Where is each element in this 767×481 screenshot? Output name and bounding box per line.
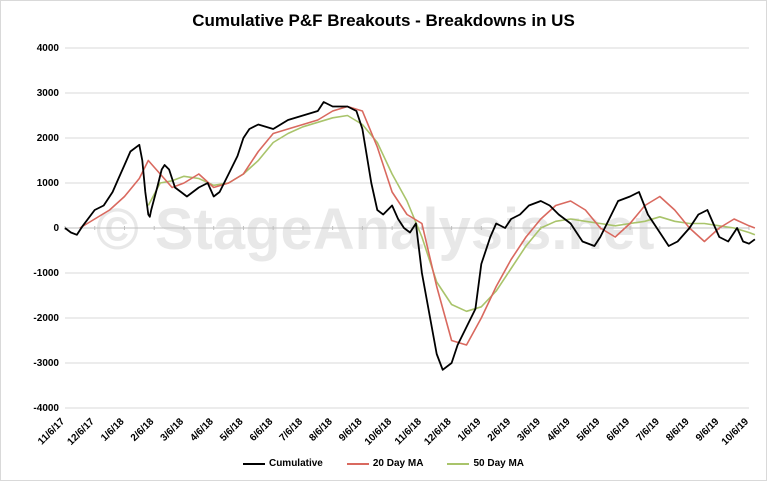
- x-tick-label: 9/6/18: [337, 416, 365, 444]
- legend-item-50-day-ma: 50 Day MA: [447, 458, 524, 469]
- series-line-50-day-ma: [147, 114, 756, 313]
- series-line-cumulative: [64, 101, 756, 371]
- x-tick-label: 11/6/18: [393, 416, 424, 447]
- x-tick-label: 10/6/18: [363, 416, 395, 448]
- legend-item-20-day-ma: 20 Day MA: [346, 458, 424, 469]
- x-tick-label: 11/6/17: [36, 416, 67, 447]
- y-tick-label: 4000: [37, 43, 60, 54]
- legend-swatch-50-day-ma: [447, 462, 470, 465]
- legend-swatch-20-day-ma: [346, 462, 369, 465]
- x-tick-label: 12/6/17: [65, 416, 97, 448]
- y-tick-label: -1000: [33, 268, 59, 279]
- x-tick-label: 1/6/19: [456, 416, 484, 444]
- x-tick-label: 5/6/19: [575, 416, 603, 444]
- x-tick-label: 8/6/19: [664, 416, 692, 444]
- legend-label-20-day-ma: 20 Day MA: [372, 458, 424, 469]
- x-tick-label: 4/6/18: [188, 416, 216, 444]
- y-tick-label: -3000: [33, 358, 59, 369]
- legend: Cumulative 20 Day MA 50 Day MA: [1, 458, 766, 469]
- x-tick-label: 12/6/18: [422, 416, 454, 448]
- y-tick-label: -2000: [33, 313, 59, 324]
- x-tick-label: 9/6/19: [694, 416, 722, 444]
- y-tick-label: 3000: [37, 88, 60, 99]
- x-tick-label: 3/6/19: [516, 416, 544, 444]
- legend-swatch-cumulative: [242, 462, 265, 465]
- y-tick-label: 2000: [37, 133, 60, 144]
- y-tick-label: -4000: [33, 403, 59, 414]
- x-tick-label: 8/6/18: [307, 416, 335, 444]
- x-tick-label: 7/6/19: [634, 416, 662, 444]
- x-tick-label: 10/6/19: [720, 416, 752, 448]
- legend-label-cumulative: Cumulative: [268, 458, 323, 469]
- legend-label-50-day-ma: 50 Day MA: [473, 458, 525, 469]
- y-tick-label: 1000: [37, 178, 60, 189]
- series-line-20-day-ma: [79, 105, 756, 346]
- x-tick-label: 5/6/18: [218, 416, 246, 444]
- legend-item-cumulative: Cumulative: [242, 458, 323, 469]
- x-tick-label: 7/6/18: [278, 416, 306, 444]
- x-tick-label: 2/6/19: [486, 416, 514, 444]
- y-tick-label: 0: [53, 223, 59, 234]
- x-tick-label: 2/6/18: [129, 416, 157, 444]
- x-tick-label: 6/6/19: [605, 416, 633, 444]
- x-tick-label: 6/6/18: [248, 416, 276, 444]
- chart-title: Cumulative P&F Breakouts - Breakdowns in…: [192, 11, 575, 30]
- x-tick-label: 1/6/18: [99, 416, 127, 444]
- x-tick-label: 4/6/19: [545, 416, 573, 444]
- x-tick-label: 3/6/18: [159, 416, 187, 444]
